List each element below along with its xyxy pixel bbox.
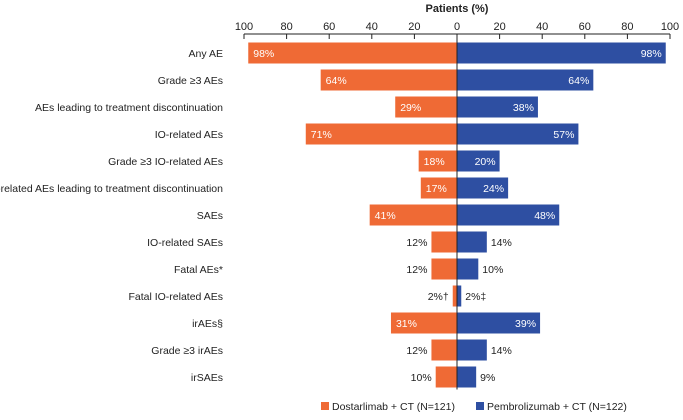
- bar-dostarlimab: [390, 312, 457, 334]
- bar-pembrolizumab: [457, 312, 541, 334]
- category-label: Grade ≥3 irAEs: [151, 345, 223, 357]
- bar-pembrolizumab: [457, 150, 500, 172]
- category-labels: Any AE Grade ≥3 AEs AEs leading to treatme…: [0, 48, 223, 384]
- bar-dostarlimab: [435, 366, 457, 388]
- bar-dostarlimab: [431, 231, 457, 253]
- category-label: SAEs: [197, 210, 223, 222]
- bar-label-pembrolizumab: 24%: [483, 183, 504, 195]
- x-tick-label: 60: [323, 21, 335, 33]
- bar-label-pembrolizumab: 39%: [515, 318, 536, 330]
- bar-label-dostarlimab: 29%: [400, 102, 421, 114]
- bar-label-pembrolizumab: 14%: [491, 237, 512, 249]
- category-label: IO-related AEs: [155, 129, 223, 141]
- bar-pembrolizumab: [457, 204, 560, 226]
- bar-label-pembrolizumab: 14%: [491, 345, 512, 357]
- bar-label-dostarlimab: 2%†: [428, 291, 449, 303]
- legend-swatch: [476, 402, 484, 410]
- category-label: irSAEs: [191, 372, 223, 384]
- bar-dostarlimab: [418, 150, 457, 172]
- bar-label-dostarlimab: 17%: [426, 183, 447, 195]
- category-label: Fatal AEs*: [174, 264, 223, 276]
- bar-label-dostarlimab: 64%: [326, 75, 347, 87]
- bar-pembrolizumab: [457, 258, 479, 280]
- x-tick-label: 40: [366, 21, 378, 33]
- legend-swatch: [321, 402, 329, 410]
- bar-pembrolizumab: [457, 285, 462, 307]
- bar-pembrolizumab: [457, 69, 594, 91]
- bar-label-pembrolizumab: 9%: [480, 372, 495, 384]
- bar-label-dostarlimab: 12%: [406, 264, 427, 276]
- bar-pembrolizumab: [457, 366, 477, 388]
- x-tick-label: 80: [280, 21, 292, 33]
- bar-pembrolizumab: [457, 123, 579, 145]
- x-tick-label: 60: [579, 21, 591, 33]
- bar-pembrolizumab: [457, 231, 487, 253]
- bar-label-dostarlimab: 31%: [396, 318, 417, 330]
- bar-label-dostarlimab: 41%: [375, 210, 396, 222]
- legend: Dostarlimab + CT (N=121) Pembrolizumab + …: [321, 401, 627, 413]
- x-tick-label: 20: [408, 21, 420, 33]
- x-tick-label: 20: [493, 21, 505, 33]
- x-tick-label: 80: [621, 21, 633, 33]
- category-label: Any AE: [189, 48, 223, 60]
- bar-dostarlimab: [248, 42, 457, 64]
- bar-label-pembrolizumab: 48%: [534, 210, 555, 222]
- bar-pembrolizumab: [457, 96, 538, 118]
- bar-dostarlimab: [320, 69, 457, 91]
- legend-label: Dostarlimab + CT (N=121): [332, 401, 455, 413]
- bar-dostarlimab: [369, 204, 457, 226]
- x-axis-ticks: 100 80 60 40 20 0 20 40 60 80 100: [235, 21, 679, 39]
- category-label: Fatal IO-related AEs: [128, 291, 223, 303]
- category-label: irAEs§: [192, 318, 223, 330]
- bar-label-dostarlimab: 71%: [311, 129, 332, 141]
- bar-pembrolizumab: [457, 339, 487, 361]
- bar-pembrolizumab: [457, 177, 509, 199]
- x-tick-label: 100: [661, 21, 679, 33]
- bar-label-pembrolizumab: 20%: [475, 156, 496, 168]
- bar-dostarlimab: [420, 177, 457, 199]
- x-tick-label: 40: [536, 21, 548, 33]
- bar-label-pembrolizumab: 2%‡: [465, 291, 486, 303]
- bar-pembrolizumab: [457, 42, 666, 64]
- bar-dostarlimab: [431, 339, 457, 361]
- category-label: IO-related SAEs: [147, 237, 223, 249]
- bar-label-dostarlimab: 98%: [253, 48, 274, 60]
- bar-label-dostarlimab: 18%: [424, 156, 445, 168]
- bar-dostarlimab: [305, 123, 457, 145]
- bar-value-labels: 98% 98% 64% 64% 29% 38% 71% 57% 18% 20% 17% 24% 41% 4…: [253, 48, 661, 384]
- x-tick-label: 100: [235, 21, 253, 33]
- bar-dostarlimab: [452, 285, 457, 307]
- bars: [248, 42, 666, 388]
- category-label: Grade ≥3 IO-related AEs: [108, 156, 223, 168]
- x-axis-title: Patients (%): [426, 3, 489, 15]
- category-label: AEs leading to treatment discontinuation: [35, 102, 223, 114]
- category-label: Grade ≥3 AEs: [158, 75, 223, 87]
- bar-label-pembrolizumab: 57%: [553, 129, 574, 141]
- bar-dostarlimab: [431, 258, 457, 280]
- x-tick-label: 0: [454, 21, 460, 33]
- bar-label-dostarlimab: 12%: [406, 237, 427, 249]
- bar-label-pembrolizumab: 64%: [568, 75, 589, 87]
- bar-label-pembrolizumab: 98%: [641, 48, 662, 60]
- bar-label-pembrolizumab: 10%: [482, 264, 503, 276]
- bar-dostarlimab: [395, 96, 457, 118]
- legend-label: Pembrolizumab + CT (N=122): [487, 401, 627, 413]
- bar-label-dostarlimab: 10%: [411, 372, 432, 384]
- category-label: IO-related AEs leading to treatment disc…: [0, 183, 223, 195]
- bar-label-dostarlimab: 12%: [406, 345, 427, 357]
- bar-label-pembrolizumab: 38%: [513, 102, 534, 114]
